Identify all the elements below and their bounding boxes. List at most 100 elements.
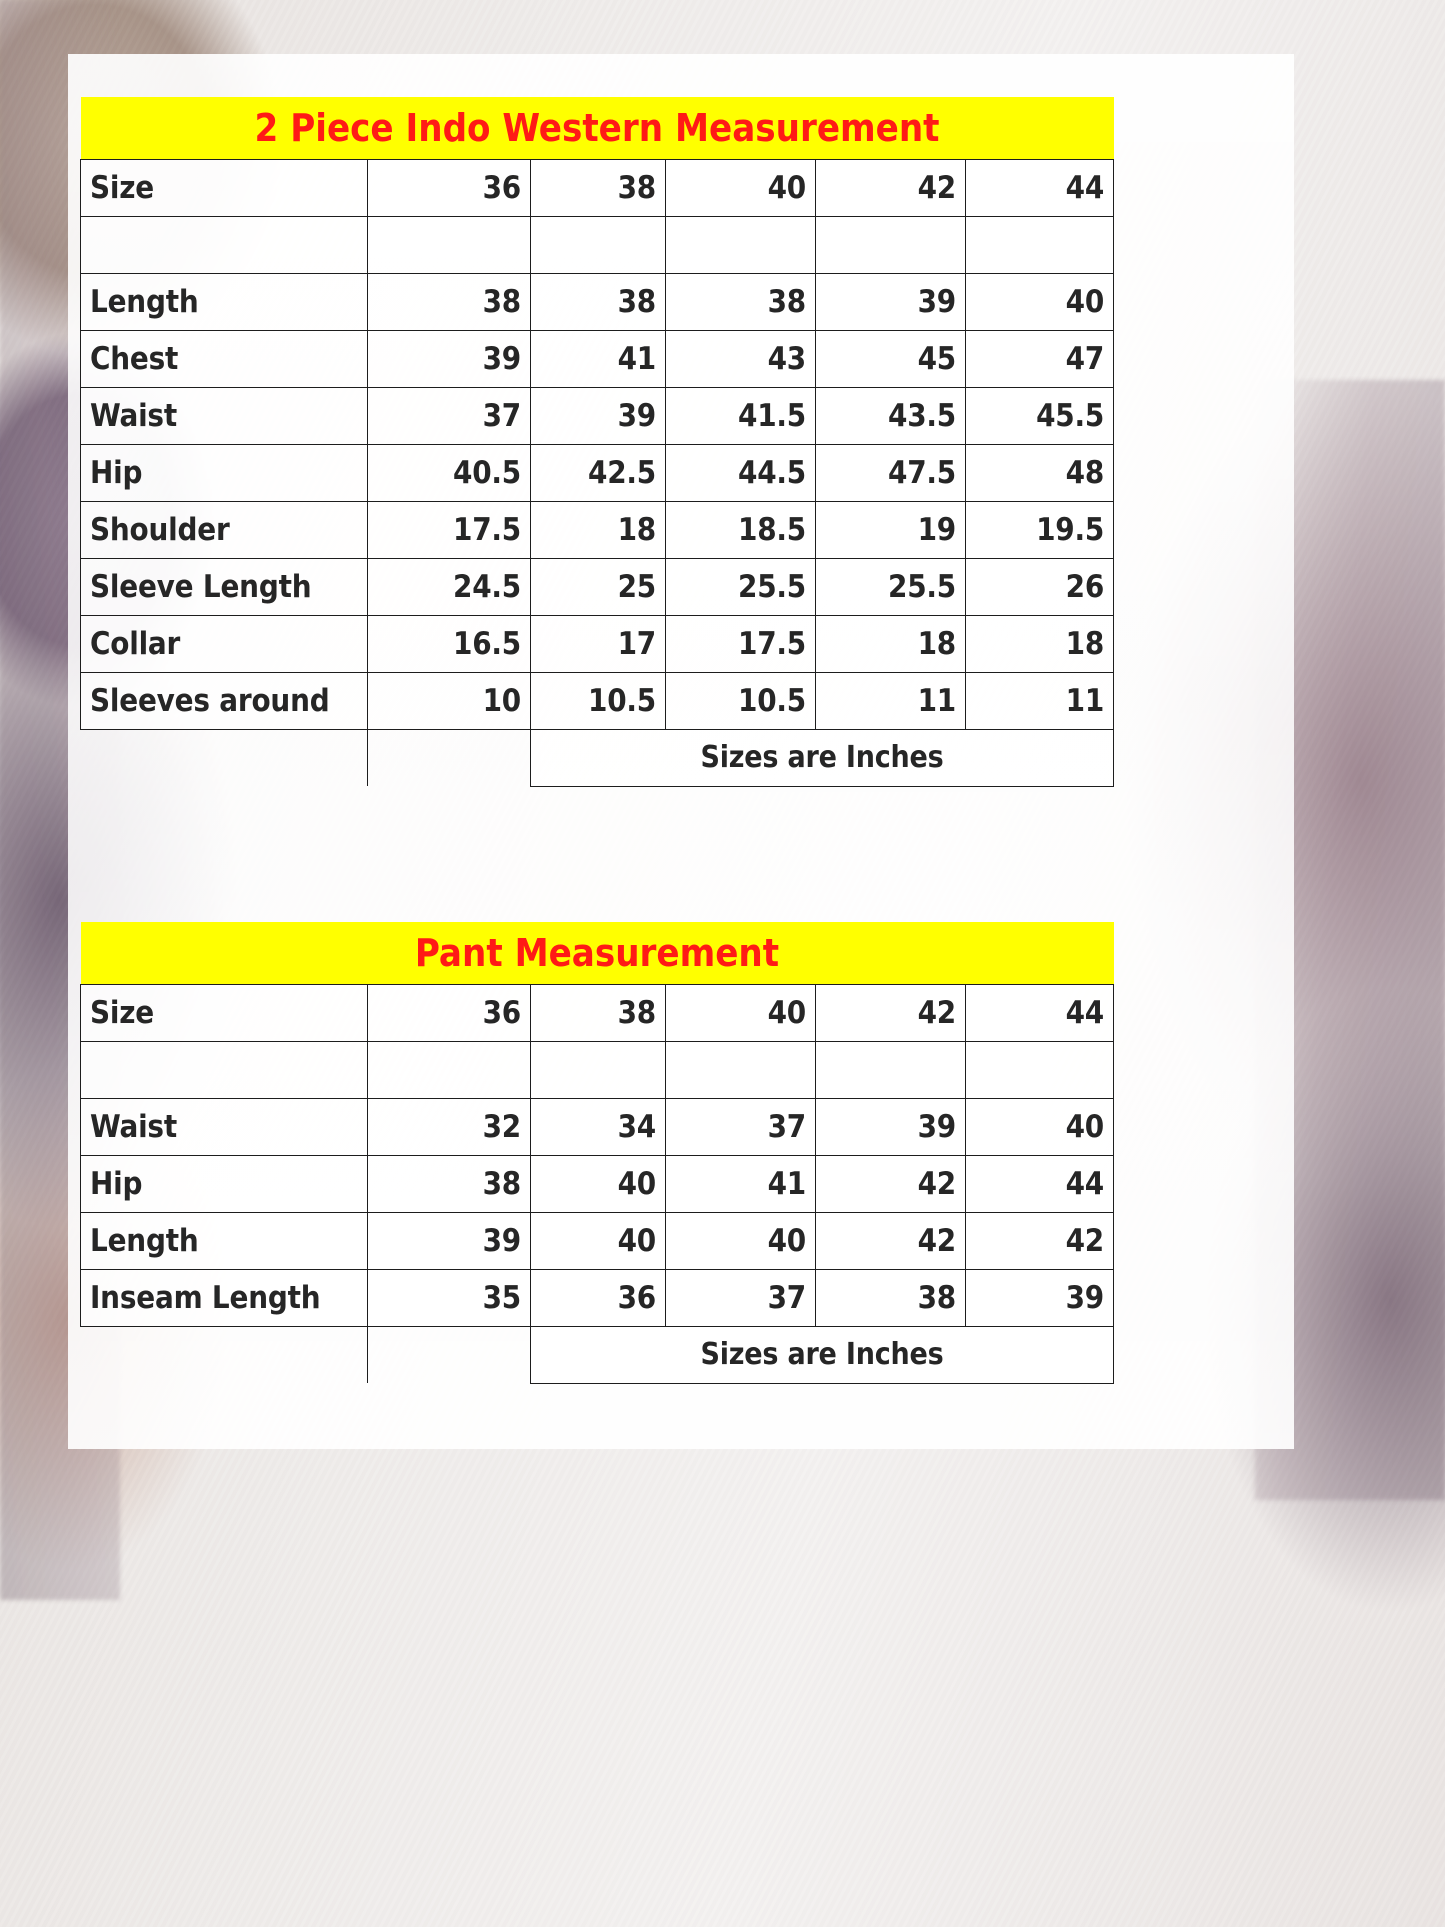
- pant-title: Pant Measurement: [80, 922, 1114, 985]
- pant-cell-hip-38: 40: [530, 1154, 666, 1213]
- table-row: Hip 38 40 41 42 44: [80, 1154, 1115, 1213]
- row-label-length: Length: [80, 272, 368, 331]
- cell-shoulder-40: 18.5: [665, 500, 816, 559]
- pant-row-label-waist: Waist: [80, 1097, 368, 1156]
- cell-hip-38: 42.5: [530, 443, 666, 502]
- pant-row-label-inseam-length: Inseam Length: [80, 1268, 368, 1327]
- cell-sleeve-length-38: 25: [530, 557, 666, 616]
- row-label-waist: Waist: [80, 386, 368, 445]
- pant-size-header-label: Size: [80, 983, 368, 1042]
- pant-cell-inseam-38: 36: [530, 1268, 666, 1327]
- cell-sleeves-around-40: 10.5: [665, 671, 816, 730]
- spacer-cell: [530, 1040, 666, 1099]
- row-label-hip: Hip: [80, 443, 368, 502]
- indo-western-title: 2 Piece Indo Western Measurement: [80, 97, 1114, 160]
- table-row: Hip 40.5 42.5 44.5 47.5 48: [80, 443, 1115, 502]
- cell-waist-36: 37: [367, 386, 531, 445]
- cell-shoulder-42: 19: [815, 500, 966, 559]
- cell-hip-44: 48: [964, 443, 1115, 502]
- cell-chest-40: 43: [665, 329, 816, 388]
- table-row: Inseam Length 35 36 37 38 39: [80, 1268, 1115, 1327]
- footer-empty-mid: [367, 729, 531, 786]
- cell-length-42: 39: [815, 272, 966, 331]
- table-row: Sleeves around 10 10.5 10.5 11 11: [80, 671, 1115, 730]
- cell-sleeve-length-42: 25.5: [815, 557, 966, 616]
- pant-cell-hip-36: 38: [367, 1154, 531, 1213]
- cell-shoulder-44: 19.5: [964, 500, 1115, 559]
- table-title-row: 2 Piece Indo Western Measurement: [80, 97, 1114, 160]
- cell-sleeve-length-44: 26: [964, 557, 1115, 616]
- table-footer-row: Sizes are Inches: [81, 728, 1115, 787]
- row-label-collar: Collar: [80, 614, 368, 673]
- spacer-cell: [964, 215, 1115, 274]
- cell-collar-36: 16.5: [367, 614, 531, 673]
- pant-size-header-40: 40: [665, 983, 816, 1042]
- pant-row-label-hip: Hip: [80, 1154, 368, 1213]
- cell-length-36: 38: [367, 272, 531, 331]
- pant-cell-waist-36: 32: [367, 1097, 531, 1156]
- cell-chest-38: 41: [530, 329, 666, 388]
- pant-size-header-38: 38: [530, 983, 666, 1042]
- cell-collar-44: 18: [964, 614, 1115, 673]
- pant-size-header-36: 36: [367, 983, 531, 1042]
- cell-waist-42: 43.5: [815, 386, 966, 445]
- cell-waist-44: 45.5: [964, 386, 1115, 445]
- pant-cell-length-42: 42: [815, 1211, 966, 1270]
- cell-waist-38: 39: [530, 386, 666, 445]
- size-header-36: 36: [367, 158, 531, 217]
- table-row: Collar 16.5 17 17.5 18 18: [80, 614, 1115, 673]
- pant-cell-inseam-44: 39: [964, 1268, 1115, 1327]
- size-header-38: 38: [530, 158, 666, 217]
- spacer-cell: [80, 1040, 368, 1099]
- pant-size-header-44: 44: [964, 983, 1115, 1042]
- pant-cell-inseam-36: 35: [367, 1268, 531, 1327]
- pant-cell-inseam-42: 38: [815, 1268, 966, 1327]
- footer-empty-left: [81, 729, 368, 786]
- table-header-row: Size 36 38 40 42 44: [80, 158, 1115, 217]
- table-header-row: Size 36 38 40 42 44: [80, 983, 1115, 1042]
- pant-footer-empty-left: [81, 1326, 368, 1383]
- spacer-cell: [815, 215, 966, 274]
- spacer-cell: [665, 1040, 816, 1099]
- pant-cell-length-36: 39: [367, 1211, 531, 1270]
- spacer-cell: [815, 1040, 966, 1099]
- pant-cell-waist-40: 37: [665, 1097, 816, 1156]
- cell-hip-42: 47.5: [815, 443, 966, 502]
- pant-cell-hip-42: 42: [815, 1154, 966, 1213]
- spacer-cell: [530, 215, 666, 274]
- cell-hip-40: 44.5: [665, 443, 816, 502]
- table-row: Length 38 38 38 39 40: [80, 272, 1115, 331]
- indo-western-unit-note: Sizes are Inches: [529, 728, 1115, 787]
- cell-collar-42: 18: [815, 614, 966, 673]
- table-row: Length 39 40 40 42 42: [80, 1211, 1115, 1270]
- pant-cell-waist-38: 34: [530, 1097, 666, 1156]
- cell-chest-44: 47: [964, 329, 1115, 388]
- cell-sleeve-length-36: 24.5: [367, 557, 531, 616]
- cell-sleeves-around-38: 10.5: [530, 671, 666, 730]
- pant-cell-hip-44: 44: [964, 1154, 1115, 1213]
- table-row: Waist 32 34 37 39 40: [80, 1097, 1115, 1156]
- spacer-row: [80, 1040, 1115, 1099]
- cell-length-40: 38: [665, 272, 816, 331]
- row-label-shoulder: Shoulder: [80, 500, 368, 559]
- cell-waist-40: 41.5: [665, 386, 816, 445]
- spacer-cell: [964, 1040, 1115, 1099]
- pant-size-header-42: 42: [815, 983, 966, 1042]
- cell-shoulder-38: 18: [530, 500, 666, 559]
- spacer-cell: [80, 215, 368, 274]
- table-footer-row: Sizes are Inches: [81, 1325, 1115, 1384]
- spacer-cell: [665, 215, 816, 274]
- pant-footer-empty-mid: [367, 1326, 531, 1383]
- row-label-sleeves-around: Sleeves around: [80, 671, 368, 730]
- size-header-40: 40: [665, 158, 816, 217]
- cell-shoulder-36: 17.5: [367, 500, 531, 559]
- table-row: Chest 39 41 43 45 47: [80, 329, 1115, 388]
- pant-cell-length-38: 40: [530, 1211, 666, 1270]
- cell-chest-36: 39: [367, 329, 531, 388]
- pant-cell-length-40: 40: [665, 1211, 816, 1270]
- pant-cell-waist-44: 40: [964, 1097, 1115, 1156]
- cell-length-44: 40: [964, 272, 1115, 331]
- cell-collar-38: 17: [530, 614, 666, 673]
- cell-hip-36: 40.5: [367, 443, 531, 502]
